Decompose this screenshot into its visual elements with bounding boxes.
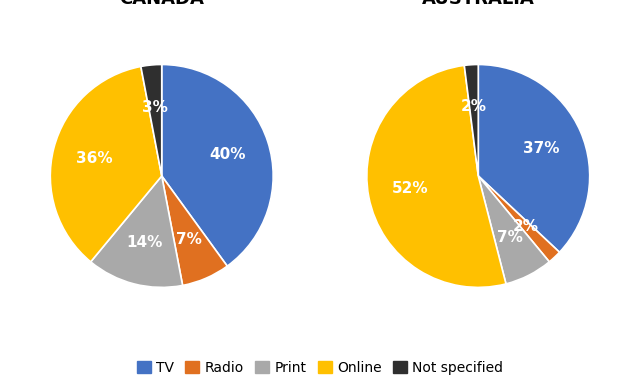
Text: 37%: 37% <box>524 141 560 156</box>
Title: CANADA: CANADA <box>119 0 204 9</box>
Text: 2%: 2% <box>513 219 539 234</box>
Wedge shape <box>91 176 182 287</box>
Text: 2%: 2% <box>461 99 487 115</box>
Wedge shape <box>478 176 559 262</box>
Text: 7%: 7% <box>176 232 202 247</box>
Wedge shape <box>478 65 589 252</box>
Text: 40%: 40% <box>209 147 246 162</box>
Title: AUSTRALIA: AUSTRALIA <box>422 0 534 9</box>
Text: 36%: 36% <box>77 151 113 166</box>
Wedge shape <box>162 176 227 285</box>
Legend: TV, Radio, Print, Online, Not specified: TV, Radio, Print, Online, Not specified <box>131 355 509 380</box>
Wedge shape <box>464 65 478 176</box>
Wedge shape <box>367 65 506 287</box>
Text: 3%: 3% <box>142 100 168 115</box>
Wedge shape <box>162 65 273 266</box>
Wedge shape <box>478 176 549 284</box>
Text: 7%: 7% <box>497 230 523 245</box>
Text: 14%: 14% <box>126 235 163 250</box>
Wedge shape <box>51 66 162 262</box>
Wedge shape <box>141 65 162 176</box>
Text: 52%: 52% <box>392 181 429 196</box>
